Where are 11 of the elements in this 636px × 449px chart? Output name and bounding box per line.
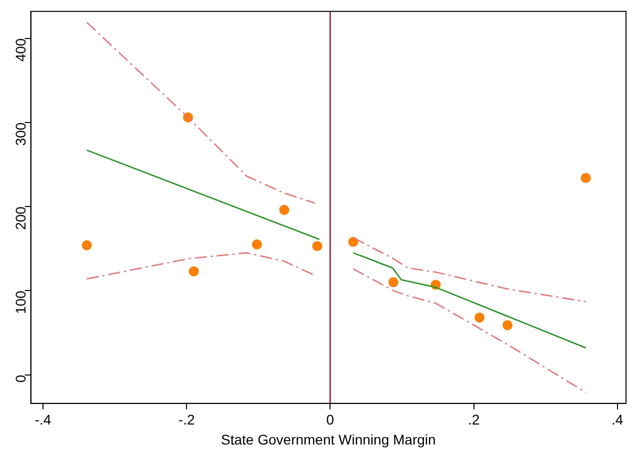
x-axis-title: State Government Winning Margin [221,431,436,448]
x-tick-label: .4 [612,412,624,428]
y-tick-label: 300 [12,122,29,146]
y-tick-label: 200 [12,206,29,230]
y-tick-label: 100 [12,290,29,314]
y-tick-label: 400 [12,38,29,62]
x-tick-label: .2 [468,412,480,428]
x-tick-label: -.4 [34,412,52,428]
y-tick-label: 0 [12,374,29,383]
x-tick-label: -.2 [178,412,195,428]
x-tick-label: 0 [326,412,334,428]
